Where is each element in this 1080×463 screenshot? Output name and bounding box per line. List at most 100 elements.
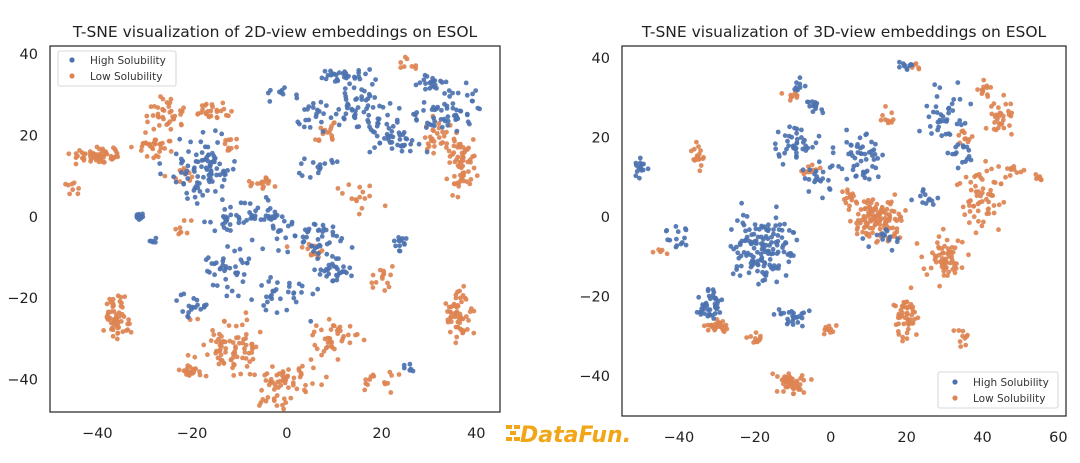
left-legend-box: [57, 50, 177, 87]
right-low-solubility-point: [924, 272, 930, 277]
left-high-solubility-point: [370, 105, 376, 110]
right-low-solubility-point: [959, 265, 965, 271]
left-high-solubility-point: [242, 200, 248, 206]
left-low-solubility-point: [452, 173, 457, 179]
left-high-solubility-point: [424, 125, 429, 130]
right-high-solubility-point: [813, 177, 818, 183]
left-low-solubility-point: [398, 65, 404, 70]
left-low-solubility-point: [155, 154, 161, 160]
right-low-solubility-point: [991, 126, 997, 132]
right-low-solubility-point: [972, 174, 977, 180]
left-low-solubility-point: [274, 403, 280, 408]
left-low-solubility-point: [463, 314, 469, 319]
left-high-solubility-point: [318, 99, 324, 105]
left-low-solubility-point: [167, 138, 173, 144]
left-low-solubility-point: [160, 114, 166, 120]
left-low-solubility-point: [385, 380, 391, 386]
left-low-solubility-point: [178, 121, 184, 127]
left-low-solubility-point: [151, 126, 157, 132]
left-low-solubility-point: [125, 321, 131, 327]
right-high-solubility-point: [848, 142, 854, 148]
left-high-solubility-point: [233, 264, 238, 270]
left-high-solubility-point: [224, 215, 230, 221]
left-low-solubility-point: [246, 178, 252, 184]
left-high-solubility-point: [185, 176, 191, 181]
left-high-solubility-point: [252, 216, 258, 222]
left-high-solubility-point: [329, 157, 334, 163]
left-high-solubility-point: [223, 264, 229, 269]
right-high-solubility-point: [775, 233, 781, 238]
left-low-solubility-point: [316, 137, 322, 143]
left-high-solubility-point: [192, 169, 197, 174]
right-high-solubility-point: [923, 201, 929, 206]
left-high-solubility-point: [439, 124, 445, 130]
left-low-solubility-point: [188, 218, 194, 224]
left-high-solubility-point: [199, 150, 205, 156]
left-low-solubility-point: [255, 181, 260, 187]
left-low-solubility-point: [274, 393, 280, 398]
right-high-solubility-point: [968, 101, 974, 107]
left-high-solubility-point: [198, 306, 204, 312]
left-high-solubility-point: [341, 264, 346, 270]
left-high-solubility-point: [203, 257, 209, 263]
right-high-solubility-point: [790, 322, 796, 327]
left-low-solubility-point: [452, 314, 457, 320]
right-low-solubility-point: [935, 240, 940, 246]
left-low-solubility-point: [257, 403, 262, 408]
left-low-solubility-point: [436, 135, 442, 141]
left-high-solubility-point: [249, 237, 255, 243]
right-y-tick-label: 40: [592, 51, 610, 67]
right-high-solubility-point: [711, 289, 717, 295]
right-low-solubility-point: [1005, 166, 1010, 172]
right-high-solubility-point: [786, 133, 792, 139]
left-low-solubility-point: [170, 114, 176, 120]
right-high-solubility-point: [806, 308, 812, 314]
left-high-solubility-point: [197, 181, 202, 186]
right-low-solubility-point: [903, 208, 908, 213]
left-low-solubility-point: [185, 352, 191, 358]
left-high-solubility-point: [382, 136, 387, 141]
right-high-solubility-point: [766, 226, 771, 232]
right-high-solubility-point: [737, 240, 743, 246]
left-high-solubility-point: [368, 127, 374, 132]
right-low-solubility-point: [988, 187, 993, 193]
right-high-solubility-point: [836, 164, 841, 169]
left-high-solubility-point: [220, 214, 226, 219]
left-high-solubility-point: [281, 218, 287, 224]
right-low-solubility-point: [774, 389, 780, 394]
right-high-solubility-point: [850, 153, 855, 159]
left-high-solubility-point: [228, 228, 233, 233]
left-low-solubility-point: [233, 323, 239, 329]
left-high-solubility-point: [292, 233, 298, 239]
right-low-solubility-point: [930, 250, 935, 256]
left-high-solubility-point: [341, 115, 347, 121]
left-high-solubility-point: [373, 77, 378, 82]
left-low-solubility-point: [218, 352, 224, 358]
left-low-solubility-point: [217, 331, 222, 337]
right-low-solubility-point: [957, 339, 963, 344]
left-low-solubility-point: [281, 406, 286, 412]
right-tick-labels: −40 −20 0 20 40 60 −40 −20 0 20 40: [579, 51, 1067, 446]
right-low-solubility-point: [900, 334, 906, 340]
left-high-solubility-point: [223, 276, 229, 282]
right-low-solubility-point: [1001, 92, 1007, 98]
right-low-solubility-point: [914, 241, 920, 246]
left-high-solubility-point: [212, 272, 218, 278]
right-high-solubility-point: [777, 222, 783, 228]
right-high-solubility-point: [783, 240, 788, 245]
left-high-solubility-point: [270, 223, 276, 229]
right-high-solubility-point: [791, 143, 797, 149]
left-high-solubility-point: [333, 264, 339, 270]
left-low-solubility-point: [162, 173, 168, 179]
left-low-solubility-point: [270, 364, 275, 369]
left-low-solubility-point: [431, 150, 436, 156]
left-high-solubility-point: [188, 139, 194, 145]
right-low-solubility-point: [971, 214, 977, 220]
left-high-solubility-point: [391, 238, 397, 244]
right-high-solubility-point: [863, 132, 869, 138]
left-x-tick-label: 0: [282, 426, 291, 442]
right-low-solubility-point: [985, 207, 991, 212]
left-low-solubility-point: [444, 129, 449, 135]
left-low-solubility-point: [96, 146, 102, 152]
right-low-solubility-point: [887, 213, 893, 219]
